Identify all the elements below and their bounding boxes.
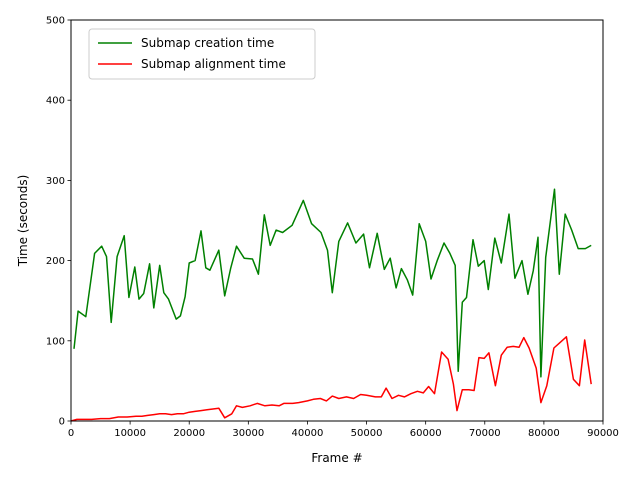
legend-label-1: Submap creation time <box>141 36 274 50</box>
y-axis-label: Time (seconds) <box>16 175 30 268</box>
x-tick-label: 40000 <box>292 428 324 439</box>
y-tick-label: 0 <box>59 417 65 428</box>
legend: Submap creation time Submap alignment tim… <box>88 28 316 80</box>
x-tick-label: 80000 <box>528 428 560 439</box>
series-line-2 <box>70 336 592 422</box>
legend-label-2: Submap alignment time <box>141 57 286 71</box>
x-tick-label: 90000 <box>587 428 619 439</box>
legend-box <box>88 28 316 80</box>
series-layer <box>70 188 592 422</box>
x-tick-label: 50000 <box>351 428 383 439</box>
x-tick-label: 30000 <box>232 428 264 439</box>
x-axis-ticks: 0 10000 20000 30000 40000 50000 60000 70000 8000… <box>68 421 619 439</box>
plot-frame <box>70 19 604 422</box>
x-axis-label: Frame # <box>311 451 362 465</box>
x-tick-label: 20000 <box>173 428 205 439</box>
x-tick-label: 10000 <box>114 428 146 439</box>
y-axis-ticks: 0 100 200 300 400 500 <box>46 16 71 428</box>
y-tick-label: 200 <box>46 256 65 267</box>
series-line-1 <box>73 188 592 378</box>
y-tick-label: 100 <box>46 336 65 347</box>
y-tick-label: 400 <box>46 96 65 107</box>
x-tick-label: 60000 <box>410 428 442 439</box>
x-tick-label: 0 <box>68 428 74 439</box>
y-tick-label: 500 <box>46 16 65 27</box>
y-tick-label: 300 <box>46 176 65 187</box>
x-tick-label: 70000 <box>469 428 501 439</box>
